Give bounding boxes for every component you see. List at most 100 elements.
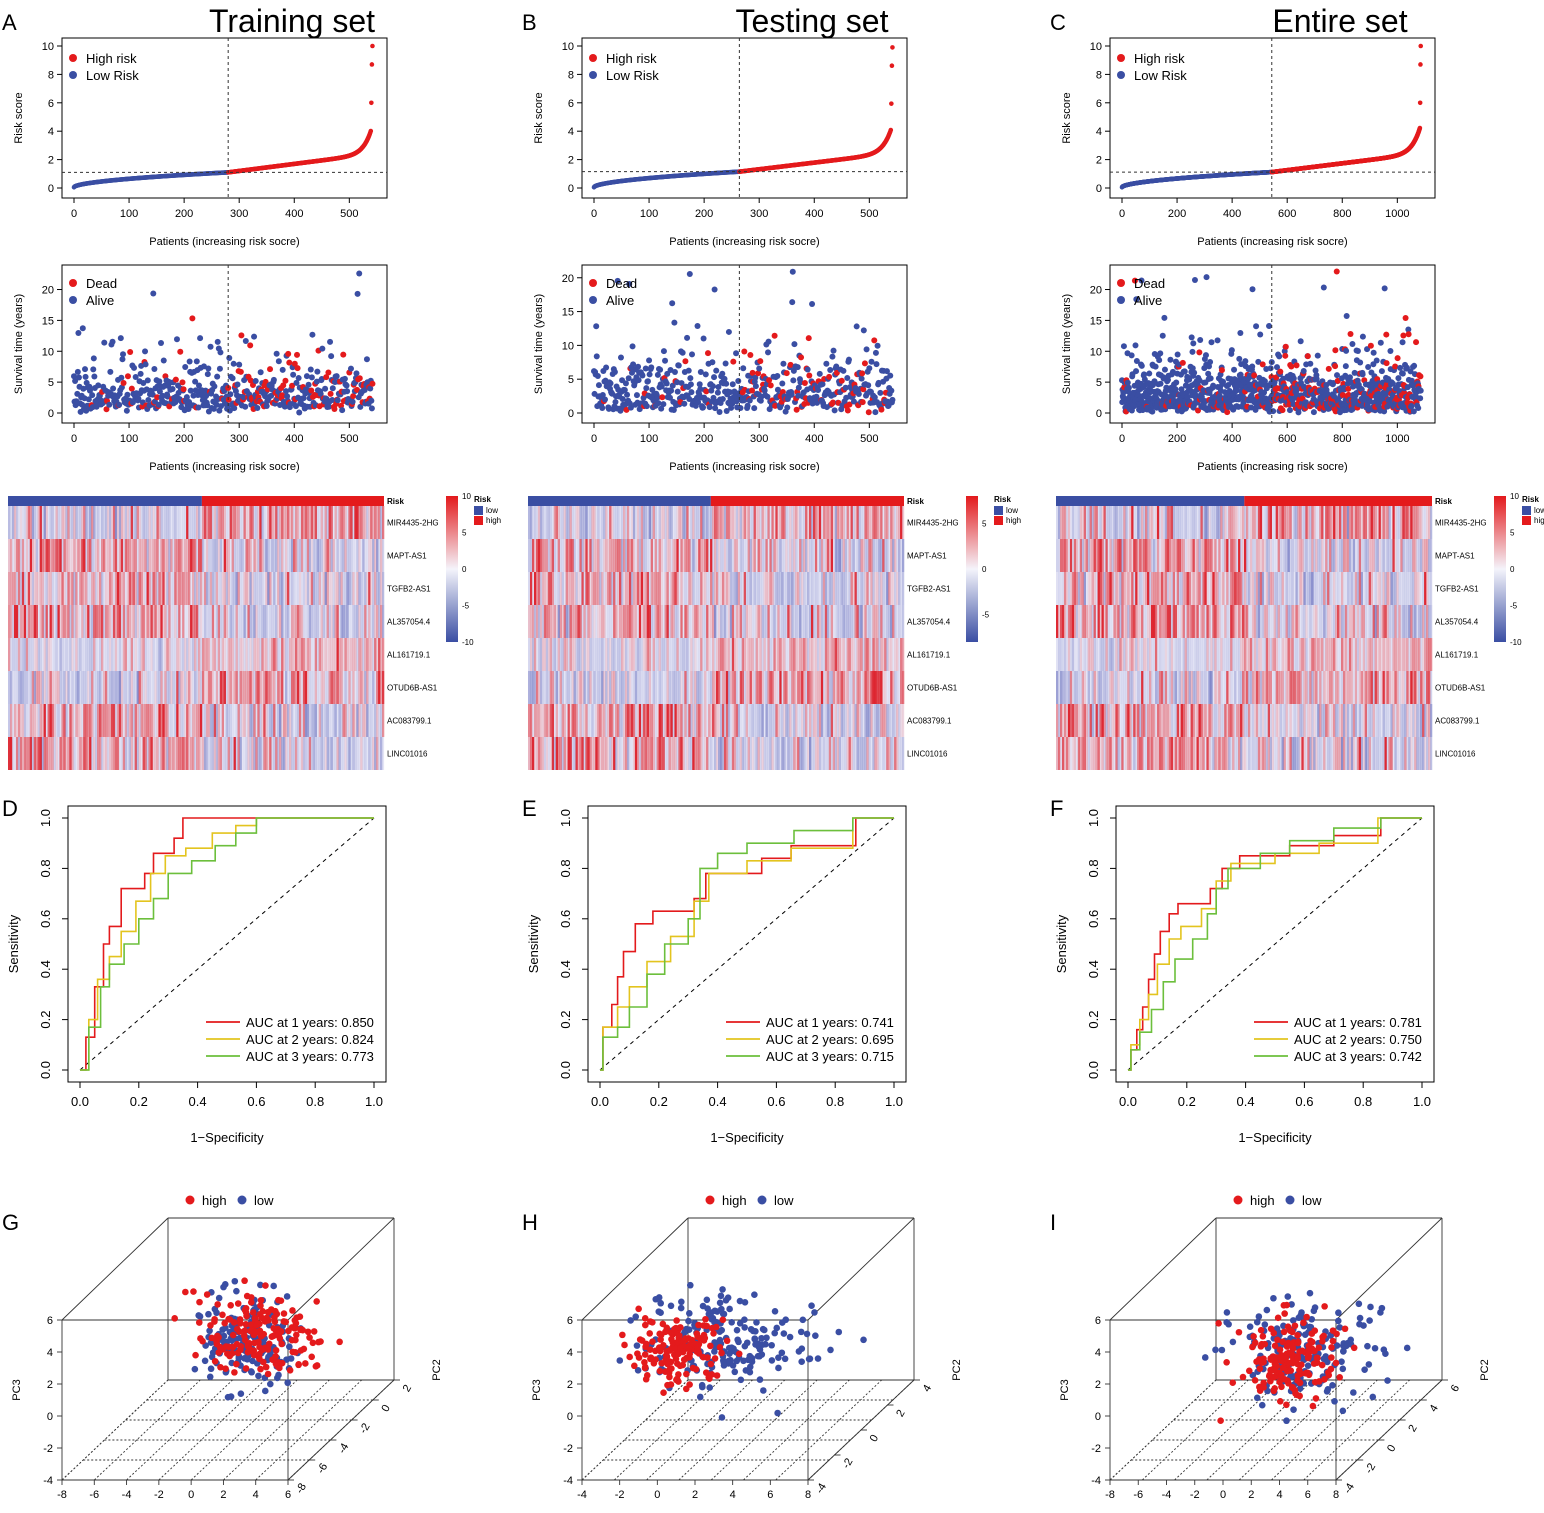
heatmap-cell <box>235 638 238 671</box>
pca-point-low <box>215 1294 223 1302</box>
heatmap-cell <box>192 737 195 770</box>
heatmap-cell <box>271 638 274 671</box>
heatmap-cell <box>306 704 310 737</box>
heatmap-cell <box>380 704 383 737</box>
heatmap-cell <box>265 704 268 737</box>
heatmap-cell <box>370 572 373 605</box>
heatmap-cell <box>235 539 238 572</box>
heatmap-cell <box>785 506 788 539</box>
heatmap-cell <box>739 572 743 605</box>
heatmap-cell <box>87 671 90 704</box>
heatmap-cell <box>350 539 353 572</box>
heatmap-cell <box>43 506 46 539</box>
heatmap-cell <box>162 605 165 638</box>
heatmap-cell <box>235 605 238 638</box>
heatmap-cell <box>372 671 375 704</box>
heatmap-cell <box>45 704 48 737</box>
heatmap-cell <box>591 539 594 572</box>
heatmap-cell <box>21 572 25 605</box>
heatmap-cell <box>290 506 294 539</box>
heatmap-cell <box>577 572 580 605</box>
heatmap-cell <box>106 737 110 770</box>
heatmap-cell <box>374 671 377 704</box>
alive-point <box>347 365 354 372</box>
floor-grid <box>158 1379 266 1481</box>
heatmap-cell <box>106 638 110 671</box>
heatmap-cell <box>217 572 221 605</box>
heatmap-cell <box>378 737 381 770</box>
heatmap-cell <box>533 572 537 605</box>
heatmap-cell <box>128 638 131 671</box>
heatmap-cell <box>223 704 226 737</box>
heatmap-cell <box>336 506 339 539</box>
heatmap-cell <box>547 605 551 638</box>
heatmap-cell <box>569 506 572 539</box>
heatmap-cell <box>259 539 262 572</box>
heatmap-cell <box>57 605 60 638</box>
heatmap-cell <box>617 539 620 572</box>
heatmap-cell <box>342 605 345 638</box>
heatmap-cell <box>296 506 300 539</box>
heatmap-cell <box>664 605 667 638</box>
heatmap-cell <box>95 605 98 638</box>
heatmap-cell <box>330 671 333 704</box>
heatmap-cell <box>573 506 576 539</box>
heatmap-cell <box>352 704 355 737</box>
pca-legend-high-marker <box>185 1195 195 1205</box>
heatmap-cell <box>611 506 614 539</box>
dead-point <box>267 366 274 373</box>
heatmap-cell <box>549 605 553 638</box>
heatmap-cell <box>832 572 836 605</box>
heatmap-cell <box>97 605 100 638</box>
pc1-tick-label: -8 <box>57 1489 67 1501</box>
heatmap-cell <box>233 506 236 539</box>
heatmap-cell <box>302 572 306 605</box>
heatmap-cell <box>884 506 887 539</box>
heatmap-cell <box>579 572 582 605</box>
heatmap-cell <box>292 506 296 539</box>
y-tick-label: 0.2 <box>38 1011 53 1029</box>
heatmap-cell <box>690 572 693 605</box>
pca-point-high <box>292 1324 299 1331</box>
heatmap-cell <box>308 605 312 638</box>
heatmap-cell <box>283 737 286 770</box>
heatmap-cell <box>609 572 612 605</box>
heatmap-cell <box>894 539 897 572</box>
heatmap-cell <box>374 737 377 770</box>
heatmap-cell <box>116 506 120 539</box>
heatmap-cell <box>716 506 719 539</box>
heatmap-cell <box>237 572 240 605</box>
heatmap-cell <box>708 506 711 539</box>
heatmap-cell <box>761 572 764 605</box>
heatmap-cell <box>93 506 96 539</box>
heatmap-cell <box>114 704 118 737</box>
heatmap-cell <box>312 506 316 539</box>
pca-point-high <box>257 1365 264 1373</box>
heatmap-cell <box>332 704 335 737</box>
heatmap-cell <box>704 506 707 539</box>
heatmap-cell <box>565 605 568 638</box>
heatmap-cell <box>249 737 252 770</box>
heatmap-cell <box>136 605 139 638</box>
heatmap-cell <box>352 737 355 770</box>
roc-plot: 0.0 0.2 0.4 0.6 0.8 1.00.00.20.40.60.81.01−Sp… <box>6 805 387 1145</box>
heatmap-cell <box>166 605 169 638</box>
heatmap-cell <box>690 539 693 572</box>
heatmap-cell <box>154 572 157 605</box>
pca-point-high <box>336 1338 343 1346</box>
heatmap-cell <box>219 638 223 671</box>
heatmap-cell <box>812 506 816 539</box>
heatmap-cell <box>160 605 163 638</box>
alive-point <box>840 367 847 374</box>
heatmap-cell <box>876 539 879 572</box>
heatmap-cell <box>613 539 616 572</box>
heatmap-cell <box>684 539 687 572</box>
heatmap-cell <box>93 737 96 770</box>
pca-point-high <box>234 1349 242 1357</box>
heatmap-cell <box>834 539 838 572</box>
heatmap-cell <box>277 638 280 671</box>
alive-point <box>794 364 801 371</box>
heatmap-cell <box>225 671 228 704</box>
heatmap-cell <box>231 704 234 737</box>
pc2-tick-label: -4 <box>336 1441 351 1455</box>
